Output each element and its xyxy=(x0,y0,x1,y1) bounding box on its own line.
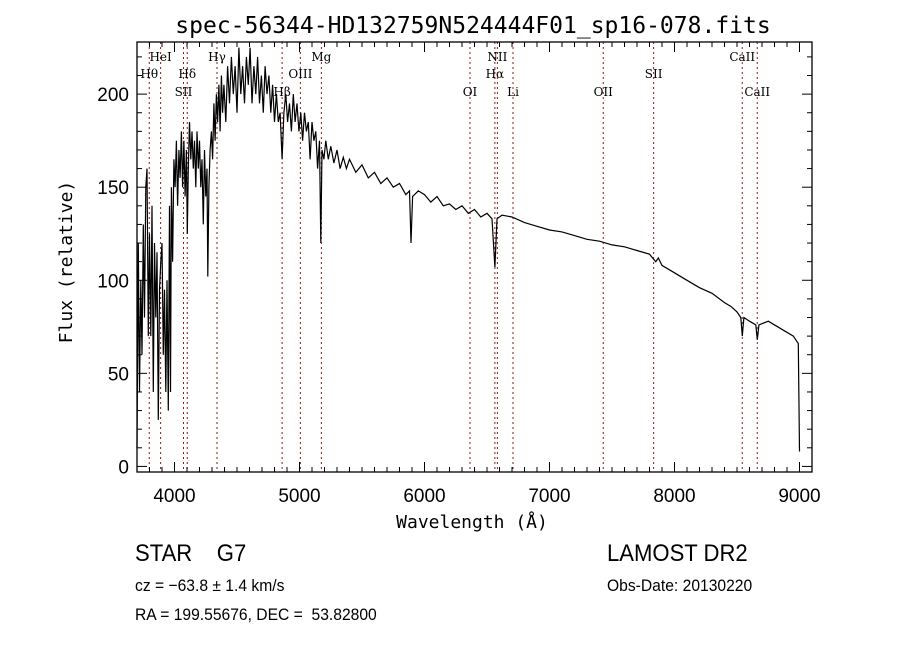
redshift-cz: cz = −63.8 ± 1.4 km/s xyxy=(135,576,285,595)
plot-frame xyxy=(136,41,813,473)
spectral-line-label: CaII xyxy=(729,50,755,64)
spectral-line-label: Hα xyxy=(486,67,505,81)
spectral-line-label: Hδ xyxy=(178,67,196,81)
spectral-line-label: OII xyxy=(594,85,614,99)
spectral-line-label: OI xyxy=(463,85,478,99)
coordinates: RA = 199.55676, DEC = 53.82800 xyxy=(135,605,377,624)
x-tick-label: 7000 xyxy=(528,486,570,507)
spectral-line-label: Hβ xyxy=(273,85,290,99)
y-tick-label: 50 xyxy=(108,364,129,385)
x-tick-label: 9000 xyxy=(778,486,820,507)
survey-label: LAMOST DR2 xyxy=(607,540,748,567)
y-tick-label: 150 xyxy=(97,178,129,199)
spectral-line-label: CaII xyxy=(744,85,770,99)
x-tick-label: 5000 xyxy=(278,486,320,507)
y-tick-label: 200 xyxy=(97,85,129,106)
spectral-line-label: SII xyxy=(645,67,663,81)
obs-date: Obs-Date: 20130220 xyxy=(607,576,753,595)
x-tick-label: 4000 xyxy=(153,486,195,507)
spectral-line-label: Hθ xyxy=(140,67,158,81)
spectral-line-label: OIII xyxy=(288,67,312,81)
x-tick-label: 8000 xyxy=(653,486,695,507)
spectral-line-label: HeI xyxy=(149,50,172,64)
spectral-line-label: NII xyxy=(487,50,507,64)
y-axis-label: Flux (relative) xyxy=(56,181,77,344)
y-tick-label: 0 xyxy=(118,457,129,478)
spectrum-line xyxy=(136,47,801,452)
spectral-line-label: Hγ xyxy=(208,50,226,64)
spectral-line-label: SII xyxy=(175,85,193,99)
chart-title: spec-56344-HD132759N524444F01_sp16-078.f… xyxy=(175,13,770,39)
object-class: STAR G7 xyxy=(135,540,247,567)
y-tick-label: 100 xyxy=(97,271,129,292)
spectral-line-label: Mg xyxy=(311,50,331,64)
x-axis-label: Wavelength (Å) xyxy=(396,511,548,533)
spectral-line-label: Li xyxy=(507,85,519,99)
x-tick-label: 6000 xyxy=(403,486,445,507)
plot-area: Hθ HeI SII Hδ Hγ Hβ OIII Mg OI Hα NII Li OII SII CaII C… xyxy=(97,41,821,507)
